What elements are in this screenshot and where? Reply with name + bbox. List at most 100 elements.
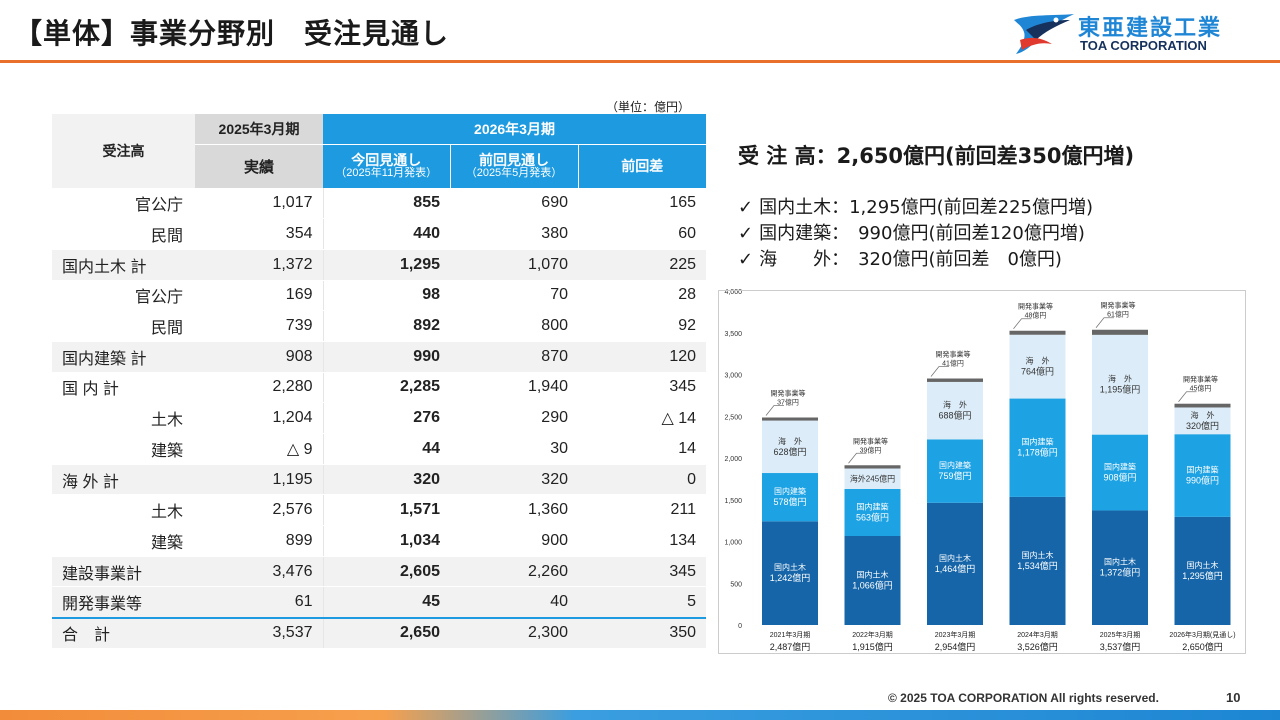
row-label: 土木	[52, 494, 195, 527]
cell-current: 2,605	[323, 556, 450, 588]
segment-name-label: 海 外	[1108, 374, 1132, 384]
cell-diff: 345	[578, 372, 707, 404]
cell-current: 44	[323, 433, 450, 465]
data-label: 48億円	[1025, 311, 1047, 320]
cell-previous: 2,260	[450, 556, 578, 588]
table-row: 国内土木 計 1,372 1,295 1,070 225	[52, 249, 707, 281]
table-row: 建築 △ 9 44 30 14	[52, 433, 707, 465]
data-label: 990億円	[1186, 475, 1219, 486]
page-number: 10	[1226, 690, 1241, 705]
cell-diff: 0	[578, 464, 707, 496]
cell-diff: 134	[578, 525, 707, 557]
cell-previous: 690	[450, 188, 578, 220]
header-year-2025: 2025年3月期	[195, 114, 323, 144]
total-label: 2,954億円	[935, 641, 976, 652]
data-label: 628億円	[773, 446, 806, 457]
leader-line	[1013, 318, 1032, 329]
y-tick-label: 3,500	[724, 331, 742, 338]
bar-segment	[762, 521, 818, 625]
unit-note: （単位：億円）	[606, 100, 691, 114]
segment-name-label: 国内土木	[857, 569, 889, 579]
leader-line	[930, 366, 949, 377]
data-label: 320億円	[1186, 420, 1219, 431]
data-label: 578億円	[773, 496, 806, 507]
page-title: 【単体】事業分野別 受注見通し	[14, 17, 450, 50]
row-label: 合 計	[52, 616, 195, 649]
y-tick-label: 4,000	[724, 289, 742, 296]
row-label: 国内土木 計	[52, 249, 195, 281]
cell-diff: 350	[578, 616, 707, 649]
data-label: 41億円	[942, 359, 964, 368]
segment-name-label: 開発事業等	[1018, 302, 1053, 311]
stacked-bar-chart: 0 500 1,000 1,500 2,000 2,500 3,000 3,500 4,000 国…	[724, 289, 1235, 652]
cell-diff: 225	[578, 249, 707, 281]
cell-previous: 800	[450, 310, 578, 342]
bullet-text: 海 外： 320億円(前回差 0億円)	[759, 249, 1062, 270]
data-label: 1,242億円	[770, 572, 811, 583]
y-tick-label: 2,000	[724, 456, 742, 463]
segment-name-label: 国内建築	[857, 501, 889, 511]
data-label: 1,178億円	[1017, 447, 1058, 458]
header-previous-note: （2025年5月発表）	[465, 166, 563, 179]
y-tick-label: 3,000	[724, 373, 742, 380]
row-label: 官公庁	[52, 280, 195, 312]
bar-segment	[1009, 398, 1066, 497]
orders-chart: 0 500 1,000 1,500 2,000 2,500 3,000 3,500 4,000 国…	[718, 284, 1248, 660]
segment-name-label: 国内土木	[939, 553, 971, 563]
bar-segment	[762, 473, 818, 522]
row-label: 官公庁	[52, 188, 195, 220]
bar-segment	[1009, 330, 1066, 335]
leader-line	[765, 405, 784, 416]
bullet-text: 国内建築： 990億円(前回差120億円増)	[759, 223, 1085, 244]
cell-previous: 870	[450, 341, 578, 373]
table-row: 海 外 計 1,195 320 320 0	[52, 464, 707, 496]
check-icon: ✓	[738, 249, 754, 270]
cell-previous: 900	[450, 525, 578, 557]
cell-actual: 3,476	[195, 556, 324, 588]
cell-current: 892	[323, 310, 450, 342]
summary-bullet: ✓ 国内土木：1,295億円(前回差225億円増)	[738, 193, 1093, 219]
y-tick-label: 1,000	[724, 540, 742, 547]
row-label: 民間	[52, 218, 195, 250]
y-tick-label: 1,500	[724, 498, 742, 505]
cell-current: 1,034	[323, 525, 450, 557]
segment-name-label: 国内建築	[1022, 437, 1054, 447]
cell-diff: 92	[578, 310, 707, 342]
data-label: 1,295億円	[1182, 570, 1223, 581]
cell-actual: 1,204	[195, 402, 324, 434]
bar-segment	[844, 535, 901, 625]
bar-segment	[1174, 516, 1231, 625]
cell-actual: 1,372	[195, 249, 324, 281]
table-row: 官公庁 169 98 70 28	[52, 280, 707, 312]
bar-segment	[1092, 334, 1148, 435]
leader-line	[848, 452, 867, 464]
table-row-grand-total: 合 計 3,537 2,650 2,300 350	[52, 616, 707, 649]
summary-headline: 受 注 高：2,650億円(前回差350億円増)	[738, 144, 1135, 168]
bullet-text: 国内土木：1,295億円(前回差225億円増)	[759, 197, 1094, 218]
cell-previous: 40	[450, 586, 578, 619]
bar-segment	[1009, 496, 1066, 625]
cell-current: 2,285	[323, 372, 450, 404]
company-logo: 東亜建設工業 TOA CORPORATION	[1012, 10, 1252, 56]
check-icon: ✓	[738, 197, 754, 218]
cell-actual: 3,537	[195, 616, 324, 649]
bar-segment	[762, 420, 818, 474]
header-diff: 前回差	[578, 144, 707, 188]
segment-name-label: 海 外	[1026, 356, 1050, 366]
table-row: 建設事業計 3,476 2,605 2,260 345	[52, 556, 707, 588]
bottom-color-bar	[0, 710, 1280, 720]
data-label: 海外245億円	[850, 474, 895, 484]
cell-current: 990	[323, 341, 450, 373]
data-label: 563億円	[856, 511, 889, 522]
chart-frame	[718, 290, 1246, 654]
cell-current: 98	[323, 280, 450, 312]
header-actual: 実績	[195, 143, 323, 188]
segment-name-label: 国内建築	[774, 486, 806, 496]
bar-segment	[1174, 407, 1231, 435]
bar-segment	[1174, 403, 1231, 408]
header-previous-forecast: 前回見通し （2025年5月発表）	[450, 144, 579, 188]
total-label: 1,915億円	[852, 641, 893, 652]
data-label: 37億円	[777, 398, 799, 407]
cell-current: 276	[323, 402, 450, 434]
cell-previous: 30	[450, 433, 578, 465]
